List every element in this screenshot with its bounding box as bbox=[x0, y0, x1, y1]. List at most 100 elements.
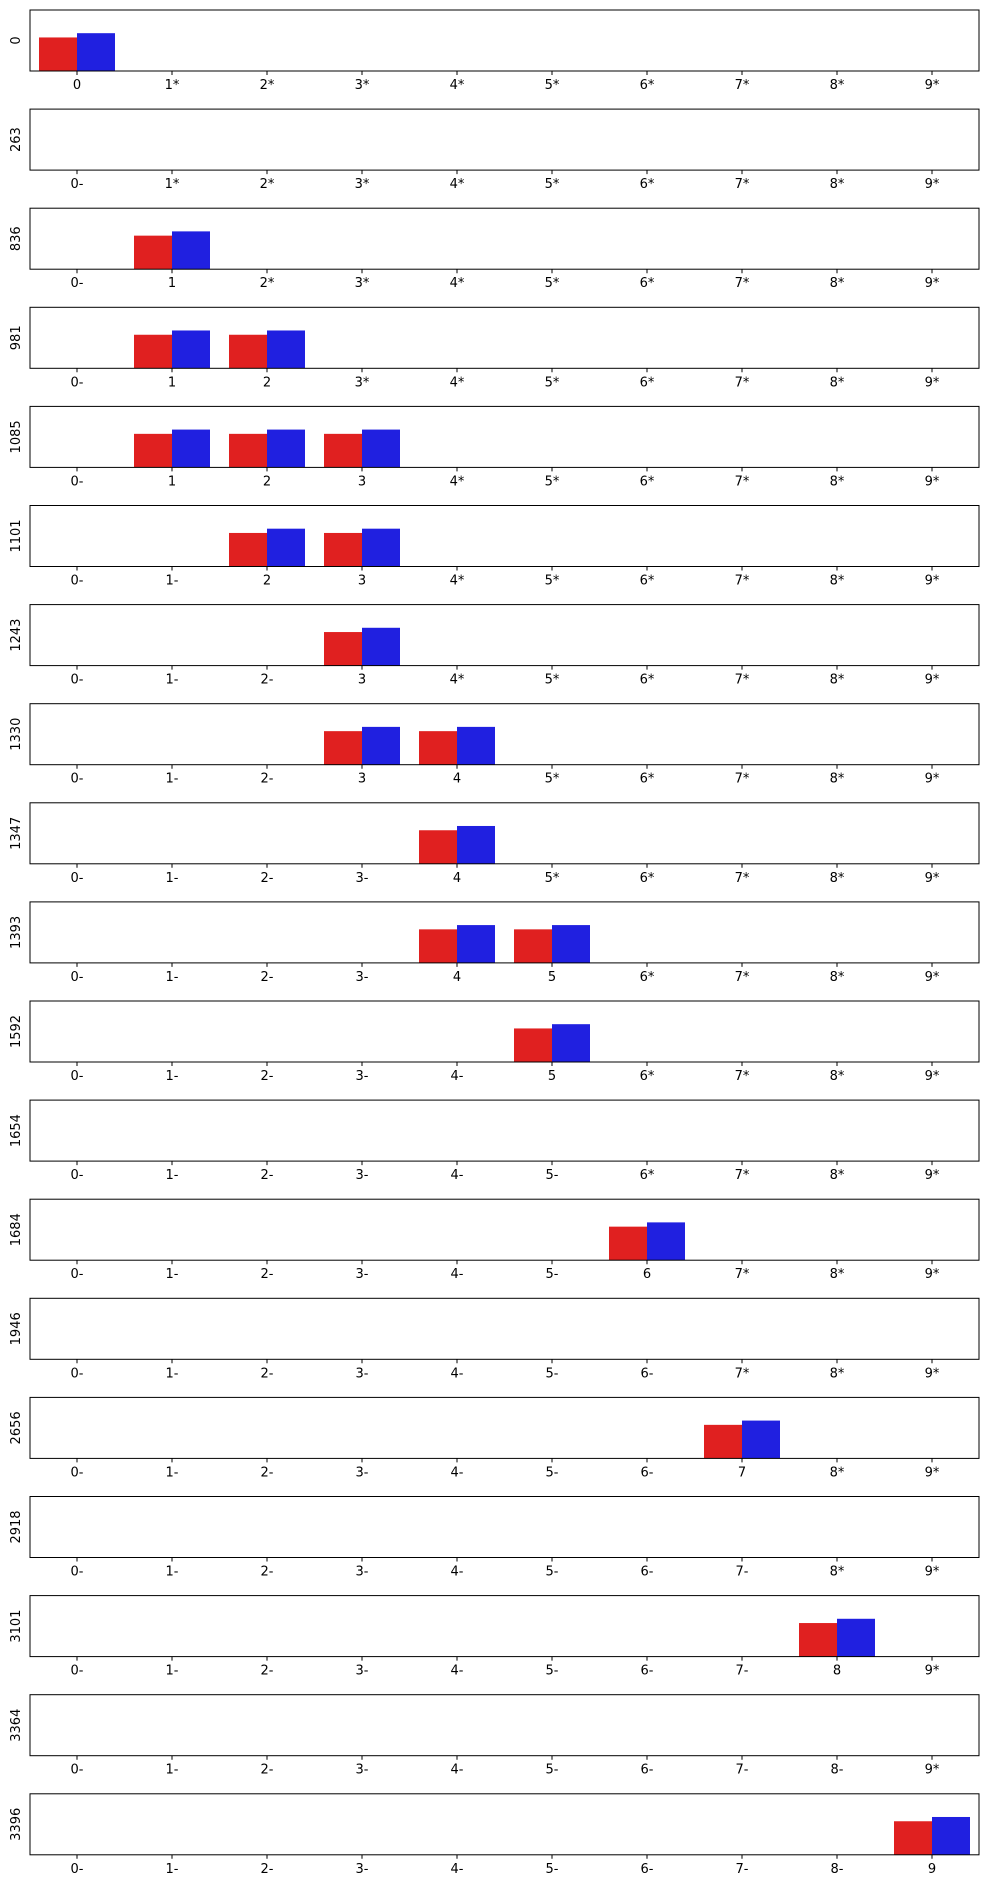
x-tick-label: 1- bbox=[166, 1069, 179, 1084]
x-tick-label: 5* bbox=[545, 673, 560, 688]
x-tick-label: 7* bbox=[735, 970, 750, 985]
bar-red bbox=[799, 1623, 837, 1657]
x-tick-label: 0- bbox=[71, 276, 84, 291]
x-tick-label: 2- bbox=[261, 1465, 274, 1480]
panel-17: 3364 0- 1- 2- 3- 4- 5- 6- 7- 8- 9* bbox=[9, 1694, 980, 1778]
x-tick-label: 0- bbox=[71, 871, 84, 886]
x-tick-label: 6* bbox=[640, 1069, 655, 1084]
panel-frame bbox=[29, 1496, 980, 1558]
x-tick-label: 1- bbox=[166, 673, 179, 688]
x-tick-label: 6* bbox=[640, 276, 655, 291]
x-tick-label: 1 bbox=[168, 474, 176, 489]
panel-frame bbox=[29, 505, 980, 567]
bar-red bbox=[514, 1028, 552, 1062]
x-tick-label: 4- bbox=[451, 1069, 464, 1084]
panel-ylabel: 1946 bbox=[9, 1312, 24, 1345]
panel-frame bbox=[29, 1595, 980, 1658]
x-tick-label: 4* bbox=[450, 673, 465, 688]
x-tick-label: 1- bbox=[166, 1565, 179, 1580]
panel-ylabel: 1654 bbox=[9, 1114, 24, 1147]
x-tick-label: 1- bbox=[166, 772, 179, 787]
x-tick-label: 7- bbox=[736, 1763, 749, 1778]
x-tick-label: 7* bbox=[735, 772, 750, 787]
x-tick-label: 4* bbox=[450, 474, 465, 489]
panel-10: 1592 0- 1- 2- 3- 4- 5 6* 7* 8* 9* bbox=[9, 1000, 980, 1084]
panel-ylabel: 1393 bbox=[9, 916, 24, 949]
x-tick-label: 0- bbox=[71, 1763, 84, 1778]
bar-blue bbox=[837, 1618, 875, 1657]
bar-red bbox=[229, 433, 267, 468]
x-tick-label: 6- bbox=[641, 1664, 654, 1679]
bar-blue bbox=[172, 330, 210, 369]
x-tick-label: 7* bbox=[735, 871, 750, 886]
x-tick-label: 7* bbox=[735, 276, 750, 291]
bar-red bbox=[609, 1226, 647, 1261]
x-tick-label: 3 bbox=[358, 474, 366, 489]
x-tick-label: 6- bbox=[641, 1763, 654, 1778]
x-tick-label: 7* bbox=[735, 1069, 750, 1084]
x-tick-label: 5- bbox=[546, 1763, 559, 1778]
x-tick-label: 8* bbox=[830, 1565, 845, 1580]
bar-red bbox=[229, 532, 267, 567]
bar-blue bbox=[932, 1816, 970, 1855]
x-tick-label: 2- bbox=[261, 772, 274, 787]
x-tick-label: 8* bbox=[830, 375, 845, 390]
x-tick-label: 0- bbox=[71, 1069, 84, 1084]
x-tick-label: 1- bbox=[166, 1366, 179, 1381]
bar-red bbox=[419, 731, 457, 765]
panel-ylabel: 3364 bbox=[9, 1709, 24, 1742]
bar-blue bbox=[362, 429, 400, 468]
x-tick-label: 8 bbox=[833, 1664, 841, 1679]
x-tick-label: 8* bbox=[830, 474, 845, 489]
bar-blue bbox=[647, 1222, 685, 1261]
x-tick-label: 4 bbox=[453, 772, 461, 787]
x-tick-label: 3- bbox=[356, 1168, 369, 1183]
x-tick-label: 6* bbox=[640, 78, 655, 93]
panel-frame bbox=[29, 306, 980, 369]
x-tick-label: 4- bbox=[451, 1366, 464, 1381]
panel-frame bbox=[29, 1000, 980, 1063]
x-tick-label: 1* bbox=[165, 78, 180, 93]
panel-frame bbox=[29, 802, 980, 865]
x-tick-label: 2* bbox=[260, 276, 275, 291]
x-tick-label: 3- bbox=[356, 1664, 369, 1679]
bar-blue bbox=[362, 528, 400, 567]
panel-ylabel: 1330 bbox=[9, 718, 24, 751]
panel-ylabel: 1684 bbox=[9, 1213, 24, 1246]
panel-4: 1085 0- 1 2 3 4* 5* 6* 7* 8* 9* bbox=[9, 405, 980, 489]
x-tick-label: 5- bbox=[546, 1366, 559, 1381]
x-tick-label: 2- bbox=[261, 1664, 274, 1679]
bar-red bbox=[134, 235, 172, 270]
bar-red bbox=[324, 731, 362, 765]
panel-ylabel: 1101 bbox=[9, 519, 24, 552]
x-tick-label: 9* bbox=[925, 375, 940, 390]
x-tick-label: 1 bbox=[168, 375, 176, 390]
x-tick-label: 6- bbox=[641, 1565, 654, 1580]
x-tick-label: 0- bbox=[71, 1565, 84, 1580]
x-tick-label: 7* bbox=[735, 1168, 750, 1183]
x-tick-label: 1- bbox=[166, 574, 179, 589]
x-tick-label: 3- bbox=[356, 1565, 369, 1580]
panel-6: 1243 0- 1- 2- 3 4* 5* 6* 7* 8* 9* bbox=[9, 604, 980, 688]
panel-8: 1347 0- 1- 2- 3- 4 5* 6* 7* 8* 9* bbox=[9, 802, 980, 886]
x-tick-label: 8* bbox=[830, 78, 845, 93]
x-tick-label: 8- bbox=[831, 1763, 844, 1778]
x-tick-label: 8* bbox=[830, 1465, 845, 1480]
x-tick-label: 5* bbox=[545, 177, 560, 192]
x-tick-label: 2- bbox=[261, 871, 274, 886]
x-tick-label: 9* bbox=[925, 177, 940, 192]
x-tick-label: 7* bbox=[735, 474, 750, 489]
x-tick-label: 4- bbox=[451, 1763, 464, 1778]
x-tick-label: 3* bbox=[355, 375, 370, 390]
x-tick-label: 3 bbox=[358, 772, 366, 787]
x-tick-label: 2- bbox=[261, 1267, 274, 1282]
x-tick-label: 4* bbox=[450, 375, 465, 390]
x-tick-label: 9* bbox=[925, 970, 940, 985]
x-tick-label: 4- bbox=[451, 1862, 464, 1877]
x-tick-label: 0- bbox=[71, 177, 84, 192]
x-tick-label: 6- bbox=[641, 1465, 654, 1480]
x-tick-label: 8* bbox=[830, 276, 845, 291]
panel-16: 3101 0- 1- 2- 3- 4- 5- 6- 7- 8 9* bbox=[9, 1595, 980, 1679]
panel-ylabel: 1592 bbox=[9, 1015, 24, 1048]
